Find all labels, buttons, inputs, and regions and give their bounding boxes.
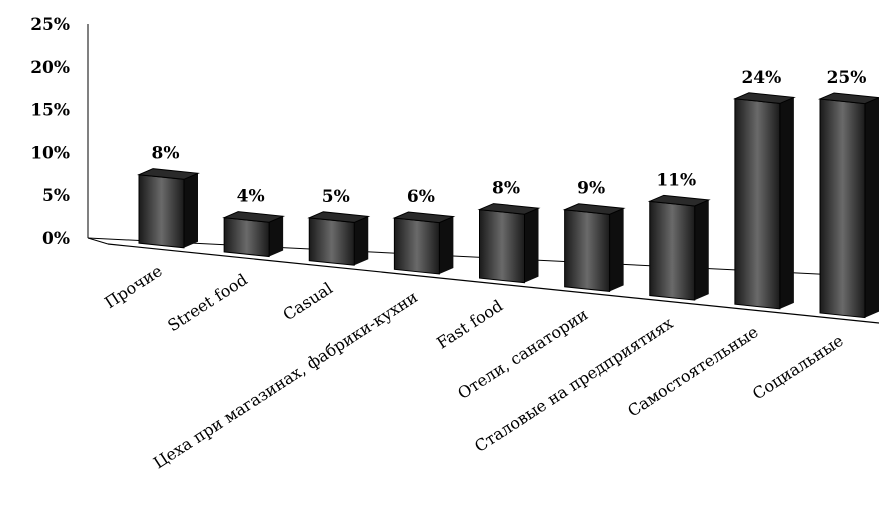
- bar-side-face: [609, 208, 624, 292]
- bar: [392, 211, 456, 275]
- bar-top-face: [137, 168, 200, 180]
- x-tick-label: Casual: [279, 279, 335, 325]
- bar-top-face: [732, 92, 796, 104]
- data-label: 4%: [237, 187, 265, 207]
- x-tick-label: Прочие: [101, 261, 165, 312]
- bar-side-face: [865, 97, 879, 318]
- floor-back-edge: [87, 237, 859, 277]
- x-tick-label: Социальные: [749, 331, 847, 404]
- bar-side-face: [439, 216, 454, 274]
- data-label: 9%: [577, 179, 605, 199]
- bar: [818, 92, 879, 319]
- bar-side-face: [779, 97, 794, 309]
- y-axis-ticks: 0% 5% 10% 15% 20% 25%: [30, 15, 70, 249]
- y-tick-label: 0%: [42, 229, 70, 249]
- bar-front-face: [564, 209, 611, 292]
- x-tick-label: Fast food: [433, 296, 506, 353]
- bar-front-face: [223, 217, 270, 258]
- data-label: 11%: [656, 170, 696, 190]
- y-tick-label: 5%: [42, 186, 70, 206]
- y-tick-label: 15%: [30, 101, 70, 121]
- bar-front-face: [479, 209, 525, 284]
- floor-left-edge: [87, 237, 109, 245]
- bars: [137, 92, 879, 319]
- bar-front-face: [308, 217, 355, 266]
- bar-side-face: [354, 216, 369, 266]
- bar-front-face: [649, 200, 696, 301]
- bar-top-face: [477, 203, 541, 215]
- bar-top-face: [307, 211, 371, 223]
- bar: [562, 203, 626, 292]
- bar-top-face: [647, 194, 711, 207]
- data-label: 25%: [827, 68, 867, 88]
- bar-side-face: [269, 216, 284, 257]
- bar-top-face: [392, 211, 456, 224]
- bar: [477, 203, 541, 284]
- data-label: 8%: [152, 144, 180, 164]
- bar: [307, 211, 371, 266]
- bar-front-face: [138, 174, 185, 249]
- x-tick-label: Сталовые на предприятиях: [471, 313, 676, 456]
- bar-top-face: [562, 203, 626, 215]
- data-label: 8%: [492, 179, 520, 199]
- data-label: 5%: [322, 187, 350, 207]
- bar-top-face: [222, 211, 286, 223]
- y-tick-label: 20%: [30, 58, 70, 78]
- bar-top-face: [818, 92, 879, 105]
- data-label: 6%: [407, 187, 435, 207]
- y-tick-label: 10%: [30, 143, 70, 163]
- data-labels: 8% 4% 5% 6% 8% 9% 11% 24% 25%: [152, 68, 867, 207]
- bar: [222, 211, 286, 258]
- bar: [647, 194, 711, 301]
- y-tick-label: 25%: [30, 15, 70, 35]
- bar-front-face: [734, 98, 781, 310]
- axes: [87, 24, 879, 324]
- bar-side-face: [184, 173, 198, 248]
- bar-side-face: [694, 199, 709, 301]
- x-tick-label: Street food: [164, 270, 251, 335]
- bar: [732, 92, 796, 310]
- bar-front-face: [393, 217, 440, 275]
- bar: [137, 168, 200, 249]
- x-axis-line: [107, 243, 879, 324]
- bar-side-face: [524, 208, 539, 283]
- data-label: 24%: [741, 68, 781, 88]
- bar-front-face: [819, 98, 866, 319]
